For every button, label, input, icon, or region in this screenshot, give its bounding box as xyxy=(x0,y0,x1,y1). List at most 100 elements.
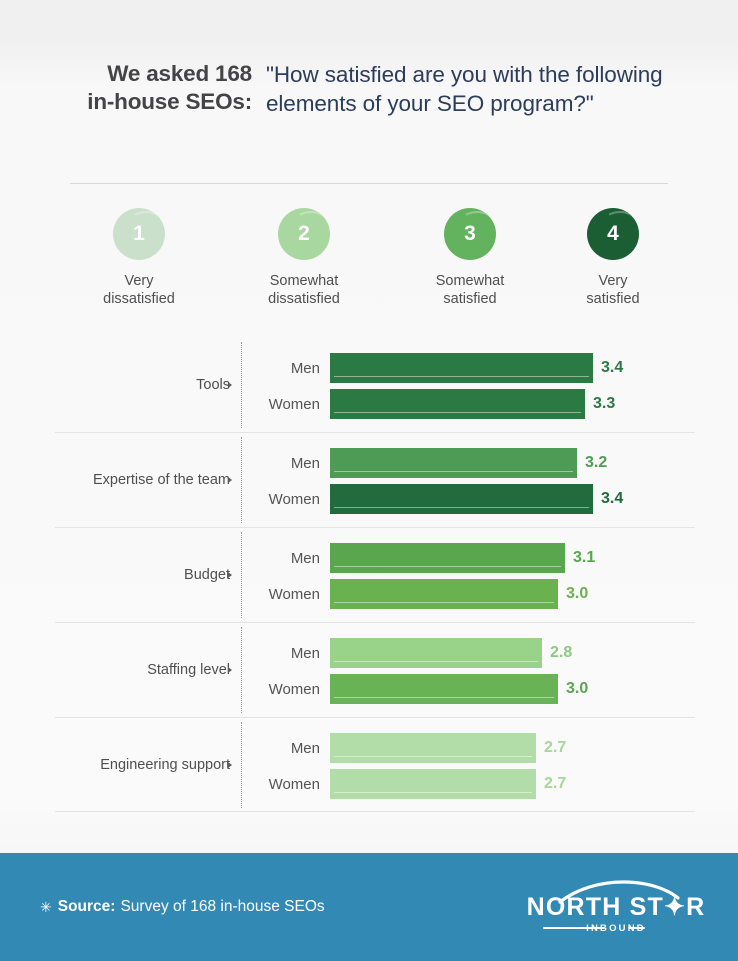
bar xyxy=(330,448,577,478)
header: We asked 168 in-house SEOs: "How satisfi… xyxy=(70,60,670,118)
bar-value: 3.0 xyxy=(566,680,589,697)
bar xyxy=(330,543,565,573)
bar-value: 3.1 xyxy=(573,549,596,566)
legend-label-4-line1: Very xyxy=(598,273,628,289)
bar-row: Men 3.1 xyxy=(251,543,691,573)
group-arrow-icon xyxy=(228,762,232,768)
header-lead-line2: in-house SEOs: xyxy=(87,89,252,114)
group-arrow-icon xyxy=(228,477,232,483)
legend-number-4: 4 xyxy=(607,222,619,245)
series-label-women: Women xyxy=(268,585,320,603)
legend-circle-4: 4 xyxy=(587,208,639,260)
bar-row: Women 3.3 xyxy=(251,389,691,419)
series-label-men: Men xyxy=(290,644,320,662)
header-lead: We asked 168 in-house SEOs: xyxy=(70,60,266,116)
legend-label-1-line1: Very xyxy=(124,273,154,289)
bar-wrap: 3.1 xyxy=(330,543,595,573)
legend-label-2-line1: Somewhat xyxy=(269,273,339,289)
bar-wrap: 3.2 xyxy=(330,448,607,478)
series-label-men: Men xyxy=(290,359,320,377)
bar-chart: Tools Men 3.4 Women 3.3 xyxy=(55,338,695,812)
bar-inner-line xyxy=(334,661,538,662)
bar xyxy=(330,579,558,609)
series-label-women: Women xyxy=(268,395,320,413)
group-label-text: Tools xyxy=(196,376,230,393)
legend-item-4: 4 Very satisfied xyxy=(543,208,683,308)
legend-label-4-line2: satisfied xyxy=(586,291,640,307)
bar xyxy=(330,638,542,668)
bar-value: 3.3 xyxy=(593,395,616,412)
footer: ✳ Source: Survey of 168 in-house SEOs NO… xyxy=(0,853,738,961)
group-label-text: Expertise of the team xyxy=(92,471,230,488)
bar-wrap: 3.0 xyxy=(330,579,588,609)
group-arrow-icon xyxy=(228,572,232,578)
group-label-text: Budget xyxy=(184,566,230,583)
chart-group-engineering: Engineering support Men 2.7 Women xyxy=(55,717,695,812)
bar-wrap: 3.4 xyxy=(330,484,623,514)
group-arrow-icon xyxy=(228,382,232,388)
source-label: Source: xyxy=(57,898,116,915)
bar-inner-line xyxy=(334,566,561,567)
legend-item-1: 1 Very dissatisfied xyxy=(69,208,209,308)
bar-row: Men 3.4 xyxy=(251,353,691,383)
group-arrow-icon xyxy=(228,667,232,673)
legend-label-3: Somewhat satisfied xyxy=(400,272,540,308)
legend-label-3-line2: satisfied xyxy=(443,291,497,307)
source-line: ✳ Source: Survey of 168 in-house SEOs xyxy=(40,898,325,916)
legend-label-3-line1: Somewhat xyxy=(435,273,505,289)
legend-label-2: Somewhat dissatisfied xyxy=(234,272,374,308)
bar-row: Women 3.4 xyxy=(251,484,691,514)
chart-group-expertise: Expertise of the team Men 3.2 Women xyxy=(55,432,695,527)
header-divider xyxy=(70,183,668,184)
legend-circle-3: 3 xyxy=(444,208,496,260)
series-label-women: Women xyxy=(268,775,320,793)
scale-legend: 1 Very dissatisfied 2 Somewhat dissatisf… xyxy=(70,208,680,318)
legend-number-1: 1 xyxy=(133,222,145,245)
bar-value: 3.2 xyxy=(585,454,608,471)
group-dotted-separator xyxy=(241,722,243,808)
legend-label-1: Very dissatisfied xyxy=(69,272,209,308)
legend-number-2: 2 xyxy=(298,222,310,245)
chart-group-staffing: Staffing level Men 2.8 Women xyxy=(55,622,695,717)
bar-wrap: 2.8 xyxy=(330,638,572,668)
chart-bottom-divider xyxy=(55,811,695,812)
legend-label-1-line2: dissatisfied xyxy=(103,291,175,307)
bar-inner-line xyxy=(334,471,573,472)
bar xyxy=(330,353,593,383)
group-label-budget: Budget xyxy=(55,528,230,622)
group-dotted-separator xyxy=(241,437,243,523)
bar xyxy=(330,484,593,514)
north-star-inbound-logo: NORTH ST✦R INBOUND xyxy=(526,876,706,938)
bar-value: 2.7 xyxy=(544,739,567,756)
bar-row: Men 3.2 xyxy=(251,448,691,478)
bar-inner-line xyxy=(334,756,532,757)
series-label-men: Men xyxy=(290,454,320,472)
bar-wrap: 3.3 xyxy=(330,389,615,419)
bar-row: Men 2.8 xyxy=(251,638,691,668)
bar-wrap: 2.7 xyxy=(330,733,566,763)
legend-item-3: 3 Somewhat satisfied xyxy=(400,208,540,308)
bar-row: Women 3.0 xyxy=(251,579,691,609)
bar-value: 3.4 xyxy=(601,490,624,507)
bar-wrap: 3.4 xyxy=(330,353,623,383)
header-question: "How satisfied are you with the followin… xyxy=(266,62,663,116)
bar-value: 2.7 xyxy=(544,775,567,792)
logo-wordmark: NORTH ST✦R xyxy=(526,893,706,921)
bar-value: 3.4 xyxy=(601,359,624,376)
group-dotted-separator xyxy=(241,342,243,428)
bar-row: Men 2.7 xyxy=(251,733,691,763)
legend-circle-1: 1 xyxy=(113,208,165,260)
group-label-engineering: Engineering support xyxy=(55,718,230,812)
legend-item-2: 2 Somewhat dissatisfied xyxy=(234,208,374,308)
logo-subtext: INBOUND xyxy=(586,923,646,934)
bar-row: Women 3.0 xyxy=(251,674,691,704)
chart-group-budget: Budget Men 3.1 Women 3.0 xyxy=(55,527,695,622)
series-label-women: Women xyxy=(268,490,320,508)
bar xyxy=(330,389,585,419)
chart-group-tools: Tools Men 3.4 Women 3.3 xyxy=(55,338,695,432)
sparkle-icon: ✳ xyxy=(40,899,52,915)
group-label-staffing: Staffing level xyxy=(55,623,230,717)
bar-inner-line xyxy=(334,507,589,508)
bar-inner-line xyxy=(334,602,554,603)
